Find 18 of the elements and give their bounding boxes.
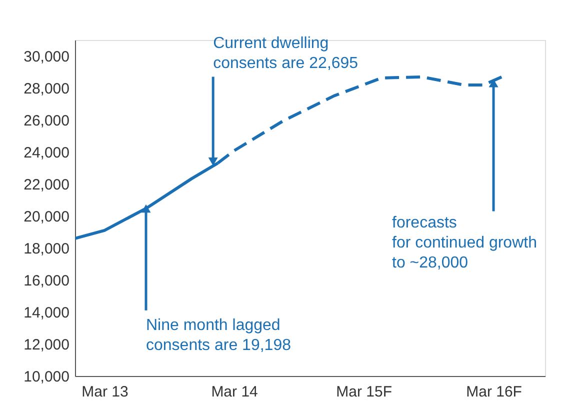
y-tick-label: 26,000 [24, 112, 70, 130]
y-tick-label: 18,000 [24, 240, 70, 258]
x-tick-label: Mar 14 [211, 384, 258, 400]
x-tick-label: Mar 16F [466, 384, 522, 400]
y-tick-label: 10,000 [24, 368, 70, 386]
y-tick-label: 14,000 [24, 304, 70, 322]
y-tick-label: 28,000 [24, 80, 70, 98]
y-tick-label: 20,000 [24, 208, 70, 226]
x-tick-label: Mar 15F [336, 384, 392, 400]
y-tick-label: 24,000 [24, 144, 70, 162]
annotation: Current dwelling consents are 22,695 [213, 35, 358, 72]
y-tick-label: 22,000 [24, 176, 70, 194]
y-tick-label: 12,000 [24, 336, 70, 354]
x-tick-label: Mar 13 [82, 384, 128, 400]
y-tick-label: 30,000 [24, 48, 70, 66]
annotation: Nine month lagged consents are 19,198 [146, 316, 292, 354]
annotation: forecasts for continued growth to ~28,000 [392, 214, 537, 272]
y-tick-label: 16,000 [24, 272, 70, 290]
